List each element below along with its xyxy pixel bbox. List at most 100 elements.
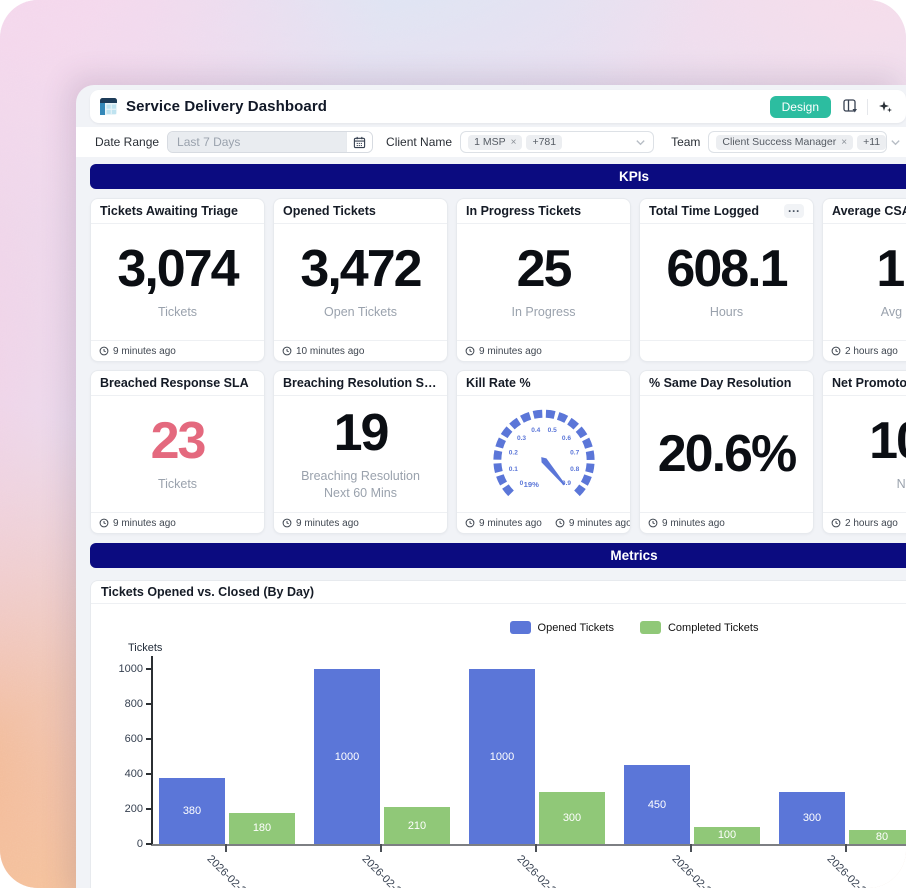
last-updated-text: 2 hours ago bbox=[845, 345, 898, 357]
kpi-card-title: Opened Tickets bbox=[283, 204, 376, 218]
kpi-card-footer: 9 minutes ago bbox=[91, 340, 264, 361]
kpi-card-footer bbox=[640, 340, 813, 361]
kpis-section-band: KPIs bbox=[90, 164, 906, 189]
date-range-value: Last 7 Days bbox=[168, 132, 347, 152]
y-axis-tick-label: 400 bbox=[124, 767, 143, 780]
bar-value-label: 380 bbox=[182, 804, 202, 817]
kpi-value: 25 bbox=[516, 240, 573, 299]
layout-export-icon[interactable] bbox=[841, 98, 859, 116]
kpi-card-title: Average CSAT Score bbox=[832, 204, 906, 218]
kpi-card-footer: 9 minutes ago bbox=[91, 512, 264, 533]
chip-remove-icon[interactable]: × bbox=[841, 136, 848, 148]
kpi-card-footer: 9 minutes ago bbox=[457, 340, 630, 361]
dashboard-panel: Service Delivery Dashboard Design bbox=[76, 85, 906, 888]
kpi-card-title: Total Time Logged bbox=[649, 204, 759, 218]
last-updated-text: 9 minutes ago bbox=[568, 517, 631, 529]
clock-icon bbox=[831, 346, 841, 356]
kpi-card-title: Net Promotor Score bbox=[832, 376, 906, 390]
kpi-card: Breached Response SLA 23 Tickets 9 minutes … bbox=[90, 370, 265, 534]
y-axis-tick bbox=[146, 773, 152, 775]
gauge-value-label: 19% bbox=[523, 480, 538, 489]
clock-icon bbox=[555, 518, 565, 528]
kpi-card-row: Tickets Awaiting Triage 3,074 Tickets 9 min… bbox=[90, 198, 906, 362]
card-menu-button[interactable]: ··· bbox=[784, 204, 804, 218]
x-axis-line bbox=[151, 844, 906, 846]
y-axis-tick-label: 600 bbox=[124, 732, 143, 745]
team-select[interactable]: Client Success Manager × +11 bbox=[708, 131, 900, 153]
clock-icon bbox=[99, 346, 109, 356]
gauge-tick-label: 0 bbox=[519, 480, 523, 487]
bar-value-label: 210 bbox=[407, 819, 427, 832]
last-updated: 2 hours ago bbox=[831, 346, 898, 357]
legend-swatch bbox=[639, 621, 661, 634]
y-axis-tick-label: 1000 bbox=[118, 662, 143, 675]
kpi-card-title: Tickets Awaiting Triage bbox=[100, 204, 239, 218]
kpi-card-header: Breaching Resolution SLA bbox=[274, 371, 447, 396]
date-range-input[interactable]: Last 7 Days bbox=[167, 131, 374, 153]
chevron-down-icon bbox=[636, 139, 645, 145]
client-name-select[interactable]: 1 MSP × +781 bbox=[460, 131, 655, 153]
last-updated: 9 minutes ago bbox=[282, 518, 359, 529]
filter-chip[interactable]: +781 bbox=[526, 134, 563, 150]
legend-item[interactable]: Completed Tickets bbox=[639, 621, 758, 634]
kpi-cards-area: Tickets Awaiting Triage 3,074 Tickets 9 min… bbox=[90, 198, 906, 534]
kpi-card-footer: 9 minutes ago bbox=[640, 512, 813, 533]
gauge-tick-label: 0.7 bbox=[570, 449, 579, 456]
kpi-card-body: 19 Breaching Resolution Next 60 Mins bbox=[274, 396, 447, 512]
kpi-value: 1.9 bbox=[876, 240, 906, 299]
bar-value-label: 80 bbox=[875, 831, 889, 843]
design-button[interactable]: Design bbox=[769, 95, 831, 118]
kpi-subtitle: Breaching Resolution Next 60 Mins bbox=[301, 468, 420, 500]
filter-bar: Date Range Last 7 Days Client Name 1 MSP… bbox=[76, 127, 906, 157]
chart-bar: 1000 bbox=[469, 669, 535, 844]
kpi-card-header: Tickets Awaiting Triage bbox=[91, 199, 264, 224]
calendar-icon[interactable] bbox=[346, 132, 373, 152]
kpi-card-title: % Same Day Resolution bbox=[649, 376, 792, 390]
y-axis-tick bbox=[146, 843, 152, 845]
last-updated: 2 hours ago bbox=[831, 518, 898, 529]
kpi-subtitle: Hours bbox=[709, 305, 744, 320]
x-axis-tick-label: 2026-02-2 bbox=[359, 853, 404, 888]
kpi-value: 3,472 bbox=[300, 240, 422, 299]
kpis-section-title: KPIs bbox=[618, 169, 649, 184]
y-axis-title: Tickets bbox=[128, 642, 163, 654]
last-updated-text: 2 hours ago bbox=[845, 517, 898, 529]
kpi-card-body: 100 NPS bbox=[823, 396, 906, 512]
kpi-card-title: In Progress Tickets bbox=[466, 204, 582, 218]
kpi-card-row: Breached Response SLA 23 Tickets 9 minutes … bbox=[90, 370, 906, 534]
chart-bar: 100 bbox=[694, 826, 760, 844]
kpi-card-body: 3,472 Open Tickets bbox=[274, 224, 447, 340]
legend-label: Opened Tickets bbox=[537, 621, 614, 634]
page-title: Service Delivery Dashboard bbox=[126, 98, 328, 115]
kpi-card-header: Net Promotor Score bbox=[823, 371, 906, 396]
legend-item[interactable]: Opened Tickets bbox=[509, 621, 614, 634]
chip-remove-icon[interactable]: × bbox=[510, 136, 517, 148]
gauge-chart: 00.1 0.2 0.3 0.4 0.5 0.60.7 0.80.9 19% bbox=[492, 409, 595, 497]
clock-icon bbox=[282, 518, 292, 528]
kpi-card: Kill Rate % 0 0.1 0.2 0.3 0.4 0.5 0.6 0.7 0.8 0.9 1… bbox=[456, 370, 631, 534]
gauge-needle bbox=[540, 457, 565, 486]
kpi-subtitle: Tickets bbox=[157, 305, 198, 320]
last-updated: 9 minutes ago bbox=[465, 346, 542, 357]
filter-chip[interactable]: +11 bbox=[857, 134, 887, 150]
chart-bar: 1000 bbox=[314, 669, 380, 844]
kpi-card: Breaching Resolution SLA 19 Breaching Reso… bbox=[273, 370, 448, 534]
sparkle-icon[interactable] bbox=[876, 98, 894, 116]
bar-chart: Opened Tickets Completed Tickets Tickets … bbox=[91, 604, 906, 888]
chart-card: Tickets Opened vs. Closed (By Day) Opene… bbox=[90, 580, 906, 888]
clock-icon bbox=[465, 346, 475, 356]
app-logo-icon bbox=[100, 98, 117, 115]
bar-value-label: 180 bbox=[252, 822, 272, 835]
kpi-card-header: % Same Day Resolution bbox=[640, 371, 813, 396]
legend-swatch bbox=[509, 621, 531, 634]
chart-title: Tickets Opened vs. Closed (By Day) bbox=[91, 581, 906, 604]
chart-bar: 300 bbox=[779, 791, 845, 844]
y-axis-line bbox=[151, 656, 153, 844]
last-updated-text: 9 minutes ago bbox=[296, 517, 359, 529]
kpi-value: 100 bbox=[869, 412, 906, 471]
toolbar-divider bbox=[867, 98, 868, 115]
last-updated: 9 minutes ago bbox=[555, 517, 631, 529]
filter-chip[interactable]: Client Success Manager × bbox=[716, 134, 854, 150]
x-axis-tick bbox=[225, 844, 227, 852]
filter-chip[interactable]: 1 MSP × bbox=[468, 134, 523, 150]
